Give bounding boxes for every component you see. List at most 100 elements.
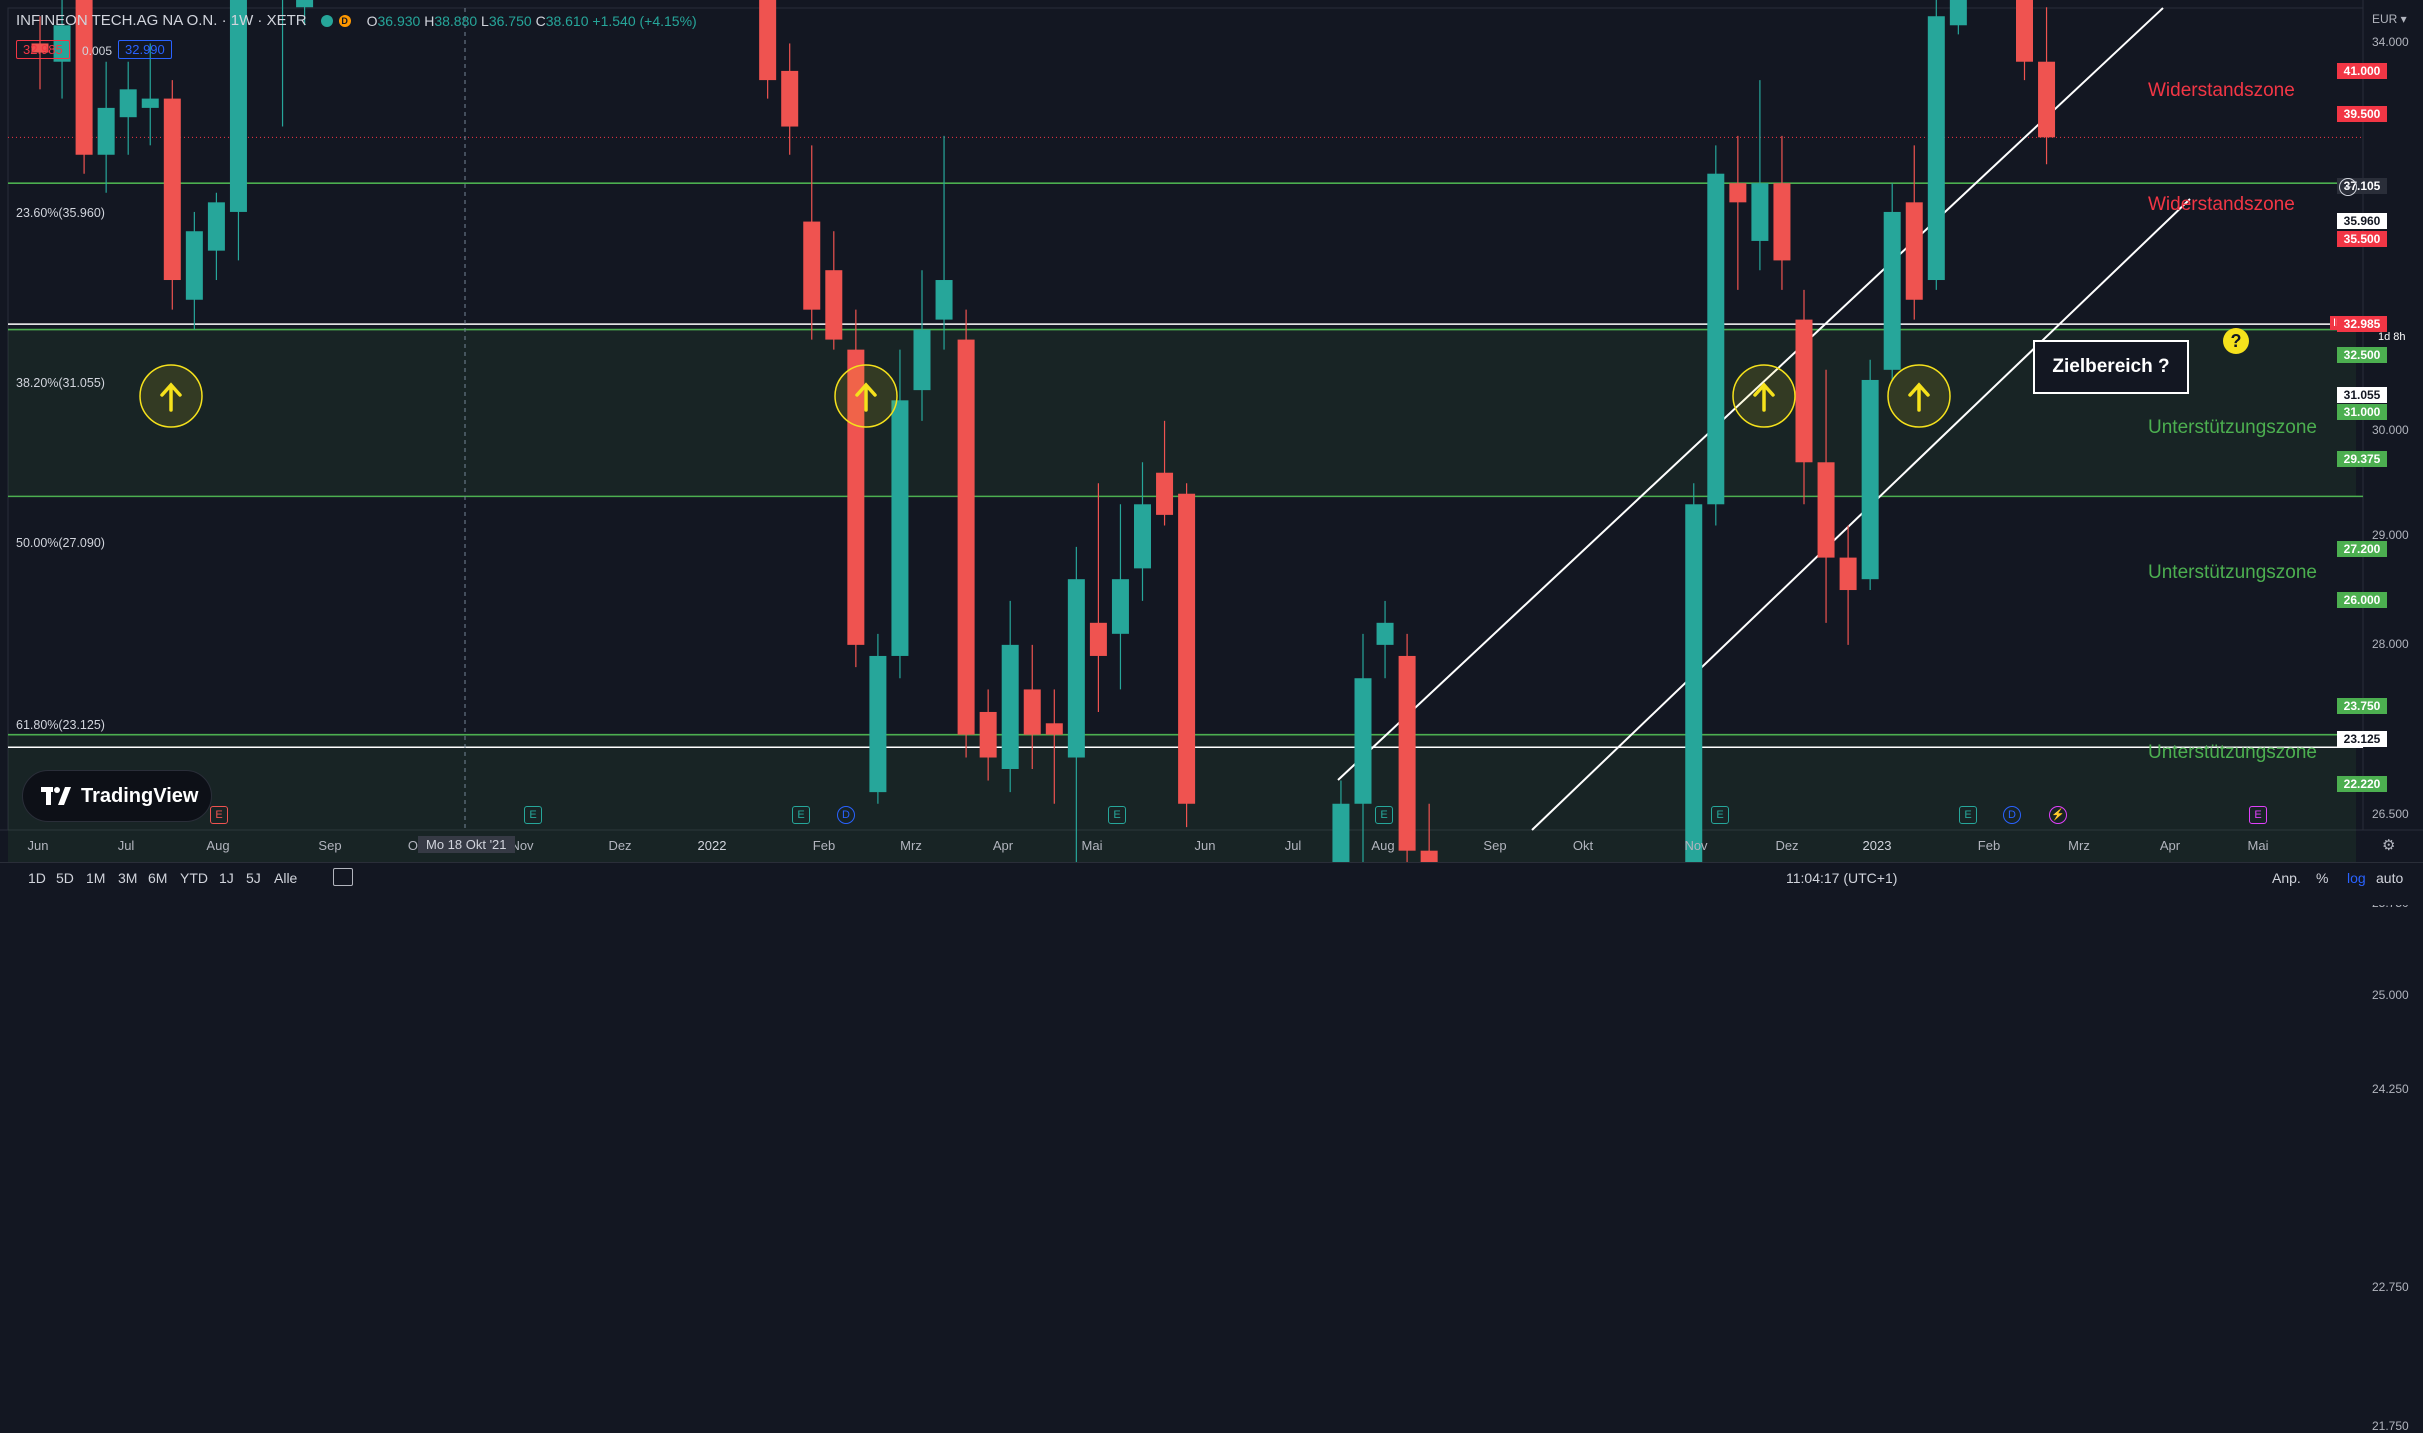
candle-body [1927,16,1945,281]
earnings-marker-icon[interactable]: E [1959,806,1977,824]
candle-body [1354,678,1372,804]
candle-body [207,202,225,251]
symbol-title[interactable]: INFINEON TECH.AG NA O.N. · 1W · XETR [16,12,307,29]
candle-body [1685,504,1703,875]
percent-scale-button[interactable]: % [2316,870,2329,886]
fib-label-23-6: 23.60%(35.960) [16,206,105,220]
tradingview-logo[interactable]: TradingView [22,770,212,822]
earnings-marker-icon[interactable]: E [2249,806,2267,824]
date-range-calendar-icon[interactable] [333,868,353,886]
range-button[interactable]: Alle [274,870,298,886]
price-tag-31055: 31.055 [2337,387,2387,403]
time-axis-label: Nov [1684,838,1708,853]
range-button[interactable]: 3M [118,870,138,886]
earnings-marker-icon[interactable]: E [210,806,228,824]
candle-body [759,0,777,81]
time-axis-label: Sep [318,838,342,853]
candle-body [1729,183,1747,203]
currency-value: EUR [2372,12,2398,26]
price-tag-23125: 23.125 [2337,731,2387,747]
close-key: C [535,12,546,29]
support-zone-label-lower: Unterstützungszone [2148,742,2317,763]
candle-body [1861,379,1879,580]
time-axis-label: Dez [1775,838,1799,853]
candle-body [1883,211,1901,370]
earnings-marker-icon[interactable]: E [1375,806,1393,824]
question-mark-icon: ? [2223,328,2249,354]
adjust-button[interactable]: Anp. [2272,870,2301,886]
time-axis-label: Nov [510,838,534,853]
target-area-box[interactable]: Zielbereich ? [2033,340,2189,394]
range-button[interactable]: YTD [180,870,208,886]
up-arrow-icon [855,382,877,412]
price-tag-26000: 26.000 [2337,592,2387,608]
settings-gear-icon[interactable]: ⚙ [2382,837,2396,854]
time-axis-label: Feb [1977,838,2001,853]
range-button[interactable]: 1J [219,870,234,886]
candle-body [1089,622,1107,656]
change-value: +1.540 (+4.15%) [592,12,697,29]
time-axis-label: Okt [1572,838,1594,853]
candle-body [1376,622,1394,645]
candle-body [1839,557,1857,591]
log-scale-button[interactable]: log [2347,870,2366,886]
bid-button[interactable]: 32.985 [16,40,70,59]
range-button[interactable]: 1D [28,870,46,886]
market-open-indicator-icon [320,14,333,27]
price-tag-27200: 27.200 [2337,541,2387,557]
price-tag-31000: 31.000 [2337,404,2387,420]
dividend-marker-icon[interactable]: D [837,806,855,824]
price-axis-label: 21.750 [2372,1419,2409,1433]
range-button[interactable]: 5J [246,870,261,886]
candle-body [1751,183,1769,241]
time-axis-label: Apr [2159,838,2181,853]
earnings-marker-icon[interactable]: E [524,806,542,824]
candle-body [1067,579,1085,758]
ask-button[interactable]: 32.990 [118,40,172,59]
split-marker-icon[interactable]: ⚡ [2049,806,2067,824]
clock-label[interactable]: 11:04:17 (UTC+1) [1786,870,1898,886]
range-button[interactable]: 6M [148,870,168,886]
candle-body [1773,183,1791,261]
candle-body [1795,319,1813,463]
delayed-badge-icon: D [338,14,351,27]
price-tag-23750: 23.750 [2337,698,2387,714]
time-axis-label: Jun [1194,838,1216,853]
currency-label[interactable]: EUR ▾ [2372,12,2407,26]
candle-body [97,107,115,155]
chart-svg[interactable] [0,0,2423,904]
earnings-marker-icon[interactable]: E [1711,806,1729,824]
range-button[interactable]: 5D [56,870,74,886]
low-value: 36.750 [488,12,532,29]
time-axis-label: 2022 [697,838,727,853]
earnings-marker-icon[interactable]: E [792,806,810,824]
time-axis-label: 2023 [1862,838,1892,853]
price-axis-label: 22.750 [2372,1280,2409,1295]
time-axis-label: Jun [27,838,49,853]
candle-body [1156,472,1174,515]
time-axis-label: Feb [812,838,836,853]
candle-body [1707,173,1725,505]
price-tag-22220: 22.220 [2337,776,2387,792]
resistance-zone-label-upper: Widerstandszone [2148,80,2295,101]
add-alert-plus-icon[interactable]: + [2339,178,2357,196]
time-axis-label: Mrz [900,838,922,853]
fib-label-61-8: 61.80%(23.125) [16,718,105,732]
fib-label-38-2: 38.20%(31.055) [16,376,105,390]
time-axis-label: Jul [1284,838,1302,853]
auto-scale-button[interactable]: auto [2376,870,2404,886]
candle-body [803,221,821,310]
candle-body [2038,61,2056,138]
dividend-marker-icon[interactable]: D [2003,806,2021,824]
open-key: O [366,12,378,29]
price-tag-39500: 39.500 [2337,106,2387,122]
bar-countdown: 1d 8h [2378,331,2406,343]
earnings-marker-icon[interactable]: E [1108,806,1126,824]
range-button[interactable]: 1M [86,870,106,886]
up-arrow-icon [1753,382,1775,412]
time-axis-label: Sep [1483,838,1507,853]
price-tag-41000: 41.000 [2337,63,2387,79]
high-value: 38.880 [434,12,478,29]
price-axis-label: 34.000 [2372,35,2409,50]
candle-body [2016,0,2033,62]
